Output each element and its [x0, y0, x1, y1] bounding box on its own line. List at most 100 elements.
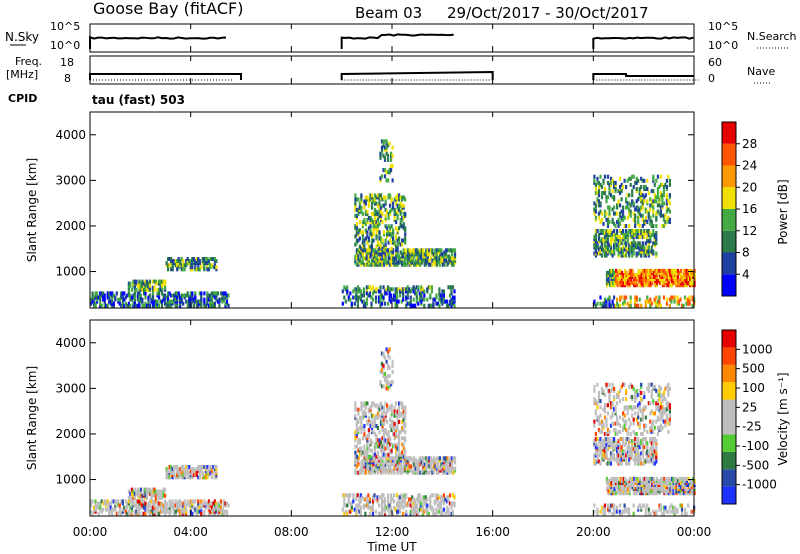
echo-cell	[628, 211, 631, 216]
echo-cell	[372, 419, 375, 424]
echo-cell	[388, 168, 391, 173]
echo-cell	[408, 252, 411, 257]
echo-cell	[634, 437, 637, 441]
echo-cell	[605, 481, 609, 485]
echo-cell	[161, 303, 164, 308]
echo-cell	[629, 213, 632, 218]
echo-cell	[364, 401, 367, 406]
echo-cell	[201, 257, 204, 261]
echo-cell	[634, 180, 637, 185]
echo-cell	[360, 195, 363, 200]
echo-cell	[444, 248, 448, 253]
echo-cell	[685, 273, 689, 277]
echo-cell	[389, 238, 392, 243]
echo-cell	[682, 273, 686, 277]
echo-cell	[136, 291, 139, 296]
echo-cell	[373, 197, 377, 202]
echo-cell	[373, 216, 377, 220]
echo-cell	[397, 495, 400, 500]
echo-cell	[121, 501, 124, 506]
echo-cell	[644, 405, 647, 410]
echo-cell	[164, 293, 167, 298]
echo-cell	[168, 299, 171, 304]
echo-cell	[609, 237, 613, 242]
echo-cell	[385, 151, 388, 156]
echo-cell	[139, 281, 142, 286]
echo-cell	[427, 511, 430, 516]
echo-cell	[625, 459, 628, 464]
echo-cell	[189, 475, 192, 480]
echo-cell	[446, 470, 449, 475]
echo-cell	[673, 273, 677, 277]
echo-cell	[630, 481, 633, 485]
echo-cell	[649, 459, 652, 464]
echo-cell	[658, 295, 661, 300]
echo-cell	[681, 277, 684, 282]
echo-cell	[409, 301, 412, 306]
echo-cell	[451, 493, 455, 498]
echo-cell	[129, 297, 132, 302]
echo-cell	[452, 466, 455, 471]
echo-cell	[641, 201, 644, 206]
echo-cell	[370, 440, 374, 445]
echo-cell	[389, 417, 392, 422]
echo-cell	[377, 295, 381, 300]
echo-cell	[602, 443, 605, 448]
echo-cell	[142, 303, 146, 308]
echo-cell	[162, 279, 165, 284]
echo-cell	[654, 275, 657, 279]
echo-cell	[593, 180, 596, 185]
echo-cell	[428, 456, 431, 461]
echo-cell	[212, 465, 215, 469]
echo-cell	[606, 437, 610, 441]
echo-cell	[390, 428, 393, 433]
echo-cell	[206, 301, 209, 306]
echo-cell	[673, 281, 677, 286]
echo-cell	[379, 178, 382, 183]
echo-cell	[162, 505, 165, 510]
echo-cell	[370, 195, 374, 200]
echo-cell	[393, 444, 396, 449]
echo-cell	[171, 259, 174, 264]
echo-cell	[132, 489, 135, 494]
echo-cell	[664, 277, 667, 282]
echo-cell	[366, 209, 369, 214]
echo-cell	[404, 262, 407, 267]
echo-cell	[646, 229, 649, 233]
echo-cell	[401, 216, 404, 220]
echo-cell	[616, 487, 619, 492]
echo-cell	[652, 249, 655, 254]
echo-cell	[420, 299, 423, 304]
echo-cell	[622, 455, 625, 460]
echo-cell	[218, 303, 221, 308]
echo-cell	[632, 386, 635, 391]
echo-cell	[132, 495, 135, 500]
echo-cell	[370, 413, 374, 418]
echo-cell	[188, 301, 191, 306]
echo-cell	[180, 511, 183, 516]
echo-cell	[387, 374, 390, 379]
echo-cell	[366, 218, 369, 222]
echo-cell	[156, 491, 159, 496]
echo-cell	[389, 424, 392, 428]
echo-cell	[191, 267, 194, 272]
echo-cell	[148, 279, 152, 284]
echo-cell	[185, 503, 188, 508]
echo-cell	[643, 195, 646, 200]
echo-cell	[382, 499, 385, 504]
echo-cell	[625, 397, 628, 402]
echo-cell	[644, 299, 647, 304]
echo-cell	[420, 458, 423, 463]
echo-cell	[599, 295, 602, 300]
echo-cell	[111, 293, 114, 298]
echo-cell	[355, 297, 358, 302]
echo-cell	[628, 457, 631, 462]
echo-cell	[215, 467, 218, 472]
echo-cell	[631, 253, 634, 258]
echo-cell	[423, 262, 426, 267]
echo-cell	[402, 254, 405, 259]
echo-cell	[603, 237, 607, 242]
echo-cell	[378, 403, 381, 408]
echo-cell	[358, 201, 361, 206]
echo-cell	[171, 505, 174, 510]
